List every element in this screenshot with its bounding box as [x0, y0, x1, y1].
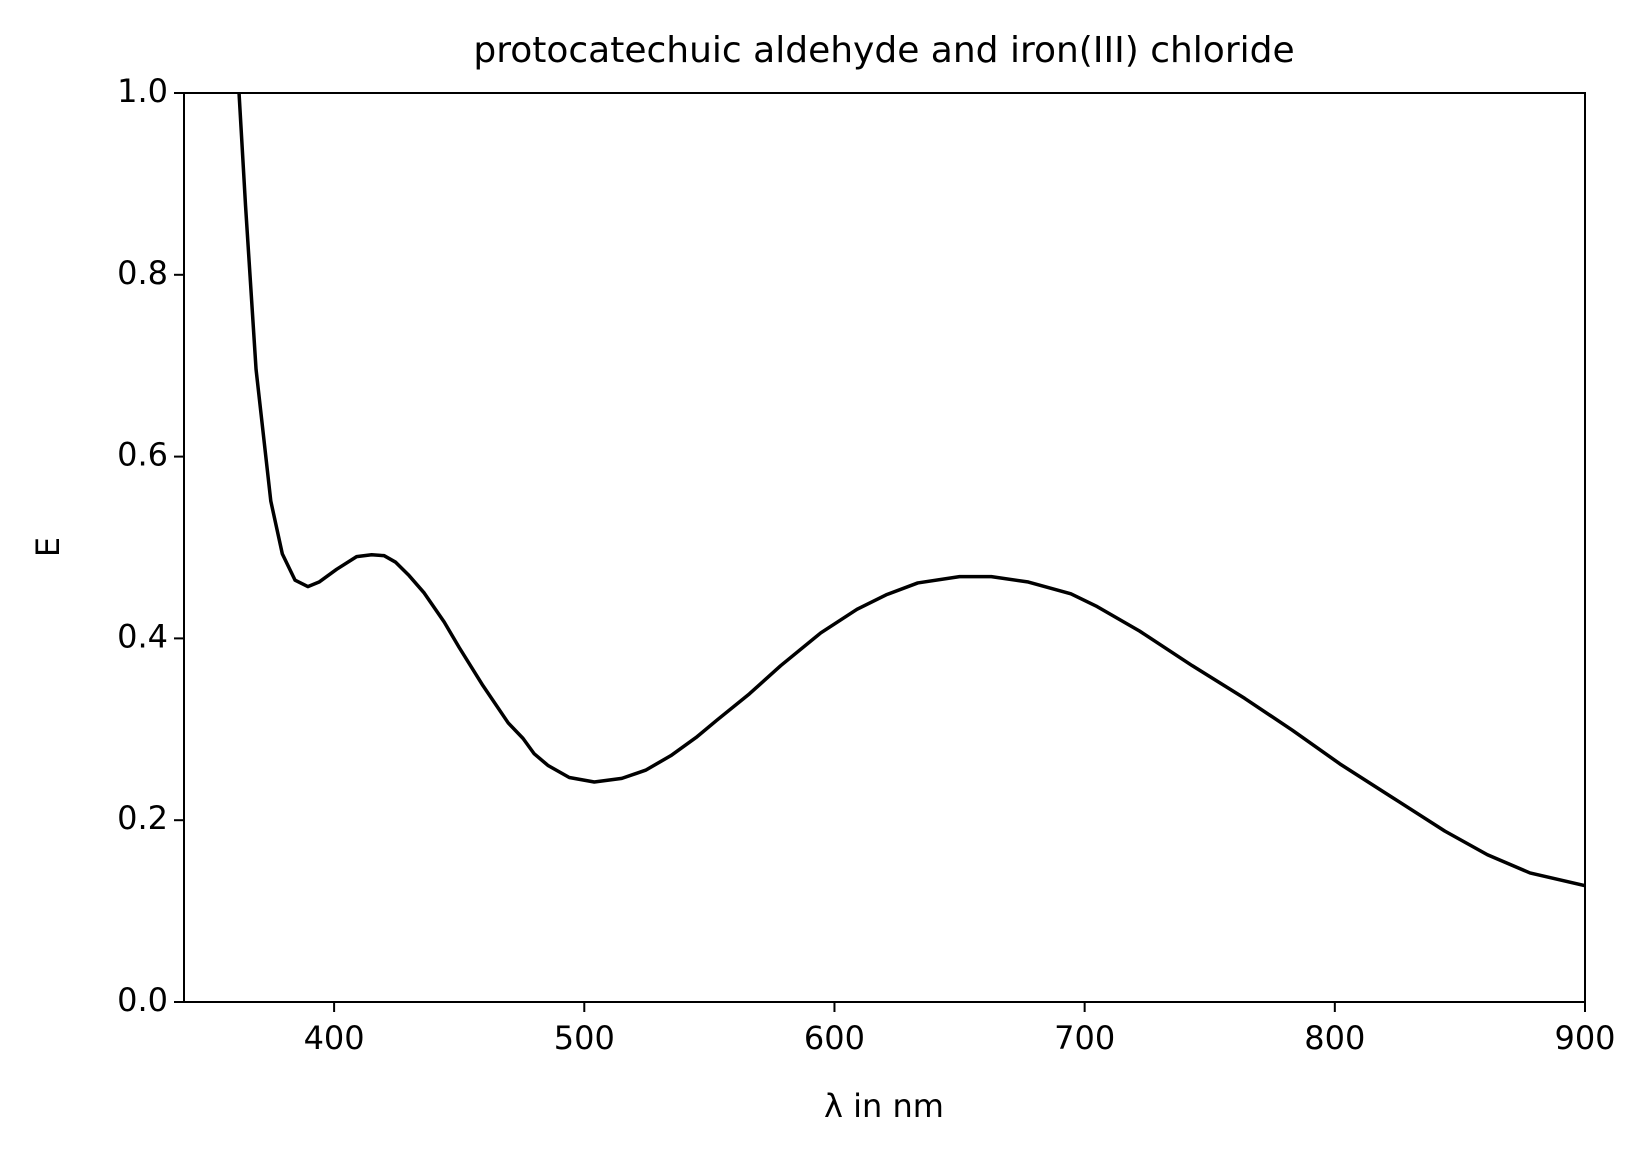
x-tick-label: 700: [1054, 1019, 1115, 1057]
x-tick-label: 500: [554, 1019, 615, 1057]
x-tick-label: 600: [804, 1019, 865, 1057]
x-axis-label: λ in nm: [824, 1087, 944, 1125]
y-tick-label: 0.8: [117, 254, 168, 292]
y-tick-label: 0.2: [117, 799, 168, 837]
plot-frame: [183, 92, 1586, 1003]
y-tick-label: 0.0: [117, 981, 168, 1019]
y-tick-label: 0.6: [117, 436, 168, 474]
data-line: [237, 93, 1585, 888]
y-axis-label: E: [29, 537, 67, 557]
y-tick-label: 0.4: [117, 617, 168, 655]
x-tick-label: 900: [1554, 1019, 1615, 1057]
x-tick-label: 400: [304, 1019, 365, 1057]
x-tick-label: 800: [1304, 1019, 1365, 1057]
y-tick-label: 1.0: [117, 72, 168, 110]
chart-title: protocatechuic aldehyde and iron(III) ch…: [473, 30, 1294, 71]
